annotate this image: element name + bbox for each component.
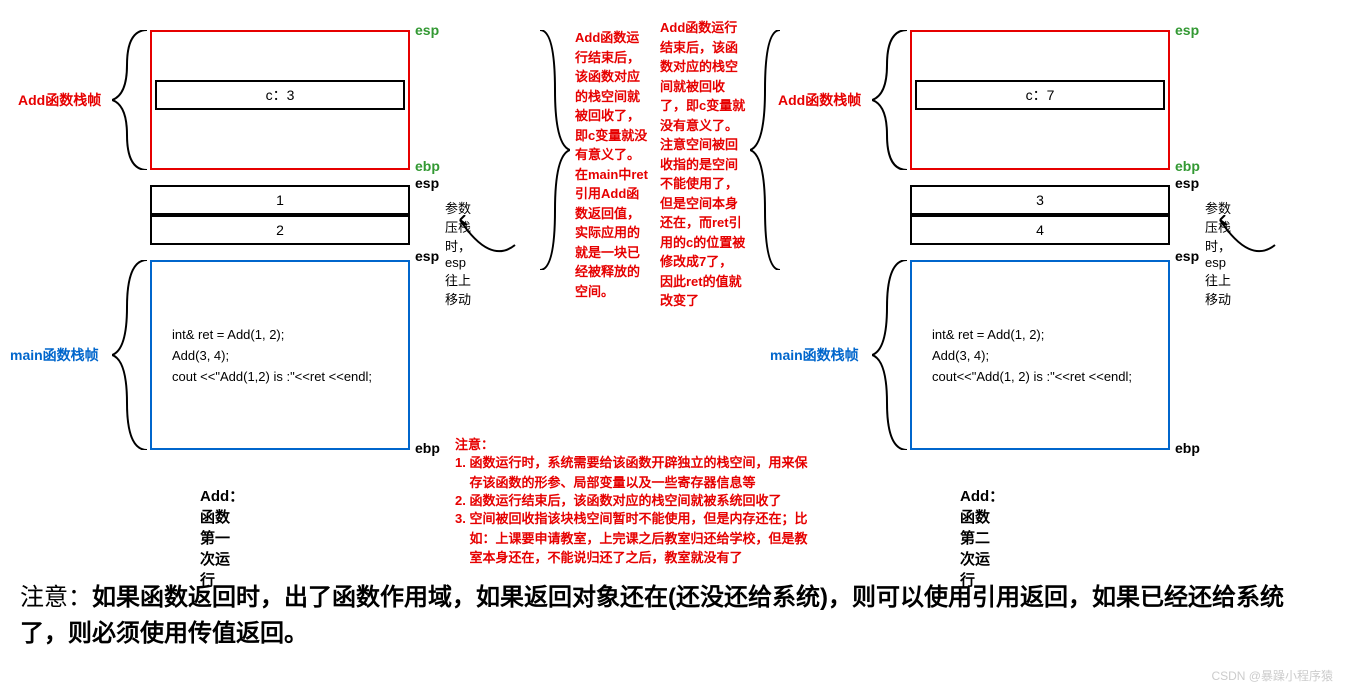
add-frame-label-right: Add函数栈帧 bbox=[778, 90, 861, 110]
watermark: CSDN @暴躁小程序猿 bbox=[1211, 667, 1333, 684]
caption-left: Add：函数第一次运行 bbox=[200, 485, 244, 590]
ebp-label-1-left: ebp bbox=[415, 158, 440, 174]
param2-box-left: 2 bbox=[150, 215, 410, 245]
bottom-note-title: 注意： bbox=[455, 435, 494, 455]
add-brace-left bbox=[112, 30, 152, 170]
ebp-label-2-left: ebp bbox=[415, 440, 440, 456]
param1-box-left: 1 bbox=[150, 185, 410, 215]
param1-text-left: 1 bbox=[276, 192, 284, 208]
esp-label-2-left: esp bbox=[415, 175, 439, 191]
bottom-note-2: 2. 函数运行结束后，该函数对应的栈空间就被系统回收了 bbox=[455, 491, 781, 511]
esp-label-1-right: esp bbox=[1175, 22, 1199, 38]
mid-note-1: Add函数运 行结束后， 该函数对应 的栈空间就 被回收了， 即c变量就没 有意… bbox=[575, 28, 648, 301]
bottom-note-1: 1. 函数运行时，系统需要给该函数开辟独立的栈空间，用来保 存该函数的形参、局部… bbox=[455, 453, 807, 492]
param2-text-left: 2 bbox=[276, 222, 284, 238]
final-note-label: 注意： bbox=[20, 584, 92, 611]
c-value-text-left: c：3 bbox=[266, 85, 295, 105]
esp-label-3-right: esp bbox=[1175, 248, 1199, 264]
param1-box-right: 3 bbox=[910, 185, 1170, 215]
code-right: int& ret = Add(1, 2); Add(3, 4); cout<<"… bbox=[932, 325, 1132, 387]
c-value-box-left: c：3 bbox=[155, 80, 405, 110]
final-note: 注意：如果函数返回时，出了函数作用域，如果返回对象还在(还没还给系统)，则可以使… bbox=[20, 580, 1300, 652]
param1-text-right: 3 bbox=[1036, 192, 1044, 208]
c-value-box-right: c：7 bbox=[915, 80, 1165, 110]
esp-label-1-left: esp bbox=[415, 22, 439, 38]
mid-brace-1 bbox=[540, 30, 570, 270]
ebp-label-2-right: ebp bbox=[1175, 440, 1200, 456]
param2-text-right: 4 bbox=[1036, 222, 1044, 238]
c-value-text-right: c：7 bbox=[1026, 85, 1055, 105]
ebp-label-1-right: ebp bbox=[1175, 158, 1200, 174]
main-brace-right bbox=[872, 260, 912, 450]
param2-box-right: 4 bbox=[910, 215, 1170, 245]
final-note-content: 如果函数返回时，出了函数作用域，如果返回对象还在(还没还给系统)，则可以使用引用… bbox=[20, 584, 1284, 647]
param-arrow-right bbox=[1215, 215, 1285, 265]
param-arrow-left bbox=[455, 215, 525, 265]
esp-label-2-right: esp bbox=[1175, 175, 1199, 191]
add-frame-label-left: Add函数栈帧 bbox=[18, 90, 101, 110]
main-frame-label-left: main函数栈帧 bbox=[10, 345, 99, 365]
main-frame-label-right: main函数栈帧 bbox=[770, 345, 859, 365]
mid-note-2: Add函数运行 结束后，该函 数对应的栈空 间就被回收 了，即c变量就 没有意义… bbox=[660, 18, 745, 311]
add-brace-right bbox=[872, 30, 912, 170]
bottom-note-3: 3. 空间被回收指该块栈空间暂时不能使用，但是内存还在；比 如：上课要申请教室，… bbox=[455, 509, 807, 568]
mid-brace-2 bbox=[750, 30, 780, 270]
main-brace-left bbox=[112, 260, 152, 450]
caption-right: Add：函数第二次运行 bbox=[960, 485, 1004, 590]
esp-label-3-left: esp bbox=[415, 248, 439, 264]
code-left: int& ret = Add(1, 2); Add(3, 4); cout <<… bbox=[172, 325, 372, 387]
